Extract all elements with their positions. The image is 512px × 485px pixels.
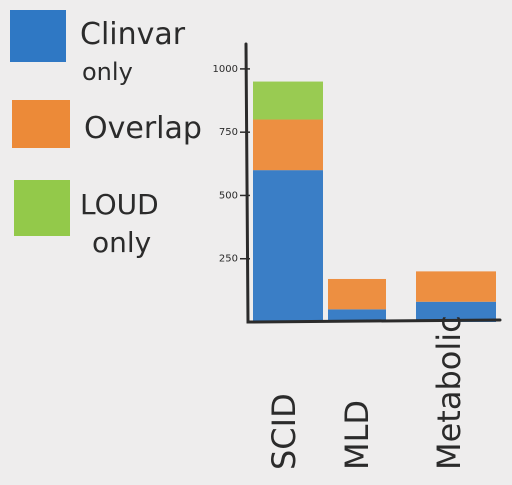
legend-label-clinvar-only-line2: only bbox=[82, 58, 133, 86]
legend: Clinvar only Overlap LOUD only bbox=[10, 10, 202, 259]
bar-segment-scid-overlap bbox=[253, 119, 323, 171]
axes bbox=[244, 42, 502, 324]
legend-swatch-loud-only bbox=[14, 180, 70, 236]
x-category-label-scid: SCID bbox=[265, 393, 303, 470]
x-category-label-mld: MLD bbox=[338, 400, 376, 470]
legend-swatch-overlap bbox=[12, 100, 70, 148]
y-tick-label-500: 500 bbox=[219, 190, 238, 201]
legend-label-loud-only-line2: only bbox=[92, 226, 151, 259]
bar-segment-metabolic-overlap bbox=[416, 271, 496, 302]
legend-swatch-clinvar-only bbox=[10, 10, 66, 62]
y-tick-label-250: 250 bbox=[219, 254, 238, 265]
y-tick-label-1000: 1000 bbox=[213, 64, 238, 75]
legend-label-overlap: Overlap bbox=[84, 111, 202, 146]
x-category-label-metabolic: Metabolic bbox=[430, 315, 468, 470]
bar-segment-mld-overlap bbox=[328, 278, 386, 310]
bar-segment-scid-clinvar-only bbox=[253, 170, 323, 322]
legend-label-loud-only: LOUD bbox=[80, 188, 159, 221]
bar-segment-scid-loud-only bbox=[253, 81, 323, 120]
bar-segment-mld-clinvar-only bbox=[328, 309, 386, 322]
plot-area: 250 500 750 1000 SCID MLD Metabolic bbox=[213, 42, 502, 470]
legend-label-clinvar-only: Clinvar bbox=[80, 17, 186, 52]
y-tick-label-750: 750 bbox=[219, 127, 238, 138]
bar-segment-metabolic-clinvar-only bbox=[416, 301, 496, 322]
